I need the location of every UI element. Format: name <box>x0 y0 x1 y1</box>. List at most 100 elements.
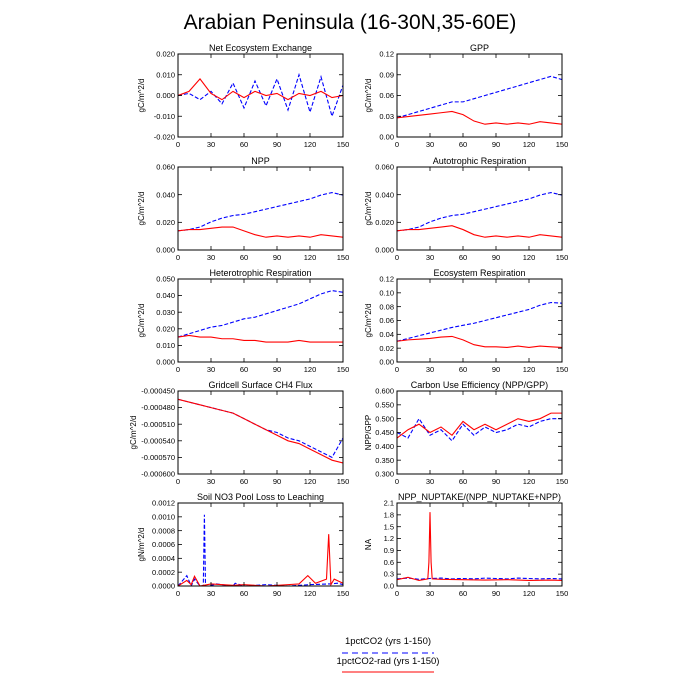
panel-0-xtick-label-0: 0 <box>176 140 180 149</box>
panel-7-xtick-label-0: 0 <box>395 477 399 486</box>
panel-7-ytick-label-5: 0.550 <box>375 400 394 409</box>
panel-1-xtick-label-5: 150 <box>556 140 569 149</box>
panel-6-frame <box>177 390 344 475</box>
panel-0-xtick-label-2: 60 <box>240 140 248 149</box>
panel-0-series-0 <box>178 72 343 119</box>
panel-1-xtick-label-1: 30 <box>426 140 434 149</box>
panel-1-xtick-label-2: 60 <box>459 140 467 149</box>
panel-8: 0 30 60 90 120 150 0.0000 0.0002 0.0004 0.0006 0.0… <box>137 492 349 598</box>
panel-2-series-0 <box>178 191 343 232</box>
panel-5-xtick-label-1: 30 <box>426 365 434 374</box>
panel-1: 0 30 60 90 120 150 0.00 0.03 0.06 0.09 0.12 GPP gC/m… <box>364 43 568 149</box>
panel-6-ytick-label-3: -0.000510 <box>141 420 175 429</box>
panel-9-xtick-label-5: 150 <box>556 589 569 598</box>
panel-1-ylabel: gC/m^2/d <box>364 79 373 113</box>
panel-2-xtick-label-5: 150 <box>337 253 350 262</box>
panel-8-ytick-label-5: 0.0010 <box>152 512 175 521</box>
panel-3-xtick-label-1: 30 <box>426 253 434 262</box>
panel-0-ytick-label-3: 0.010 <box>156 70 175 79</box>
panel-9-series-1 <box>397 512 562 582</box>
panel-4-xtick-label-4: 120 <box>304 365 317 374</box>
panel-5-ytick-label-5: 0.10 <box>379 288 394 297</box>
panels: 0 30 60 90 120 150-0.020-0.0100.0000.0100.020… <box>129 43 568 598</box>
panel-7-xtick-label-2: 60 <box>459 477 467 486</box>
panel-1-xtick-label-3: 90 <box>492 140 500 149</box>
panel-0-frame <box>177 53 344 138</box>
panel-0-xtick-label-4: 120 <box>304 140 317 149</box>
panel-0-ytick-label-1: -0.010 <box>154 112 175 121</box>
panel-4-ytick-label-4: 0.040 <box>156 291 175 300</box>
panel-4-ytick-label-5: 0.050 <box>156 275 175 284</box>
panel-2-ytick-label-2: 0.040 <box>156 190 175 199</box>
panel-8-ytick-label-1: 0.0002 <box>152 568 175 577</box>
panel-8-ytick-label-3: 0.0006 <box>152 540 175 549</box>
panel-1-ytick-label-3: 0.09 <box>379 70 394 79</box>
panel-1-series-0 <box>397 75 562 119</box>
panel-4-xtick-label-0: 0 <box>176 365 180 374</box>
panel-3: 0 30 60 90 120 150 0.000 0.020 0.040 0.060 Autotro… <box>364 156 568 262</box>
panel-7-xtick-label-3: 90 <box>492 477 500 486</box>
panel-9-xtick-label-4: 120 <box>523 589 536 598</box>
panel-6-xtick-label-1: 30 <box>207 477 215 486</box>
legend-label-1pctCO2-rad: 1pctCO2-rad (yrs 1-150) <box>337 656 440 667</box>
panel-3-xtick-label-5: 150 <box>556 253 569 262</box>
panel-4-xtick-label-2: 60 <box>240 365 248 374</box>
panel-9-ylabel: NA <box>364 538 373 550</box>
panel-6-xtick-label-2: 60 <box>240 477 248 486</box>
panel-5-series-0 <box>397 301 562 342</box>
panel-1-series-1 <box>397 110 562 125</box>
panel-8-xtick-label-0: 0 <box>176 589 180 598</box>
panel-2-series-1 <box>178 226 343 238</box>
panel-7-ylabel: NPP/GPP <box>364 415 373 451</box>
panel-4-xtick-label-1: 30 <box>207 365 215 374</box>
panel-0-ytick-label-2: 0.000 <box>156 91 175 100</box>
panel-6-xtick-label-0: 0 <box>176 477 180 486</box>
panel-8-title: Soil NO3 Pool Loss to Leaching <box>197 492 324 502</box>
panel-4-series-1 <box>178 334 343 343</box>
panel-5-xtick-label-3: 90 <box>492 365 500 374</box>
panel-1-ytick-label-4: 0.12 <box>379 50 394 59</box>
panel-9: 0 30 60 90 120 150 0.0 0.3 0.6 0.9 1.2 1.5 1.8 2.1 NPP… <box>364 492 568 598</box>
panel-9-ytick-label-4: 1.2 <box>384 534 394 543</box>
panel-0-xtick-label-3: 90 <box>273 140 281 149</box>
panel-5: 0 30 60 90 120 150 0.00 0.02 0.04 0.06 0.08 0.10 0.1… <box>364 268 568 374</box>
panel-3-frame <box>396 166 563 251</box>
panel-2-frame <box>177 166 344 251</box>
panel-5-xtick-label-5: 150 <box>556 365 569 374</box>
panel-4-ytick-label-0: 0.000 <box>156 358 175 367</box>
panel-9-ytick-label-1: 0.3 <box>384 570 394 579</box>
panel-5-xtick-label-0: 0 <box>395 365 399 374</box>
panel-4-frame <box>177 278 344 363</box>
panel-9-ytick-label-5: 1.5 <box>384 522 394 531</box>
panel-3-xtick-label-2: 60 <box>459 253 467 262</box>
panel-9-xtick-label-0: 0 <box>395 589 399 598</box>
panel-3-series-1 <box>397 225 562 238</box>
panel-8-series-0 <box>178 514 343 586</box>
panel-0-series-1 <box>178 78 343 101</box>
panel-9-series-0 <box>397 577 562 580</box>
panel-7-ytick-label-2: 0.400 <box>375 442 394 451</box>
panel-0-ylabel: gC/m^2/d <box>137 79 146 113</box>
panel-2-ytick-label-0: 0.000 <box>156 246 175 255</box>
panel-1-xtick-label-0: 0 <box>395 140 399 149</box>
panel-3-title: Autotrophic Respiration <box>433 156 527 166</box>
panel-8-ytick-label-0: 0.0000 <box>152 582 175 591</box>
panel-2-title: NPP <box>251 156 270 166</box>
panel-4-series-0 <box>178 290 343 338</box>
panel-4-ylabel: gC/m^2/d <box>137 304 146 338</box>
panel-3-ytick-label-1: 0.020 <box>375 218 394 227</box>
panel-2-xtick-label-3: 90 <box>273 253 281 262</box>
panel-4-title: Heterotrophic Respiration <box>209 268 311 278</box>
panel-7-xtick-label-5: 150 <box>556 477 569 486</box>
panel-9-ytick-label-2: 0.6 <box>384 558 394 567</box>
panel-8-ytick-label-4: 0.0008 <box>152 526 175 535</box>
panel-6-ytick-label-5: -0.000450 <box>141 387 175 396</box>
panel-7-ytick-label-3: 0.450 <box>375 428 394 437</box>
panel-1-title: GPP <box>470 43 489 53</box>
panel-1-xtick-label-4: 120 <box>523 140 536 149</box>
panel-1-ytick-label-0: 0.00 <box>379 133 394 142</box>
panel-8-ylabel: gN/m^2/d <box>137 528 146 562</box>
panel-2-xtick-label-1: 30 <box>207 253 215 262</box>
panel-6-ytick-label-0: -0.000600 <box>141 470 175 479</box>
panel-8-xtick-label-2: 60 <box>240 589 248 598</box>
